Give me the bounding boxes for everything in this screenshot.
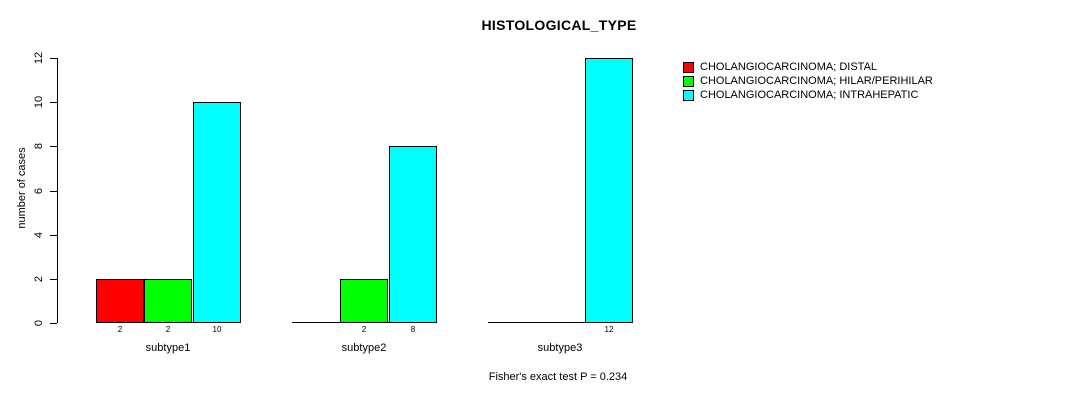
y-tick	[50, 146, 57, 147]
legend-item: CHOLANGIOCARCINOMA; HILAR/PERIHILAR	[683, 74, 933, 88]
bar	[585, 58, 633, 323]
y-tick-label: 8	[33, 142, 45, 150]
chart-title: HISTOLOGICAL_TYPE	[481, 17, 637, 33]
legend-item: CHOLANGIOCARCINOMA; DISTAL	[683, 60, 933, 74]
y-tick	[50, 235, 57, 236]
legend-swatch-icon	[683, 75, 694, 87]
x-category-label: subtype3	[537, 342, 583, 354]
group-baseline	[488, 322, 633, 323]
y-tick	[50, 323, 57, 324]
y-tick	[50, 191, 57, 192]
legend-label: CHOLANGIOCARCINOMA; HILAR/PERIHILAR	[700, 75, 933, 87]
y-tick-label: 10	[33, 95, 45, 109]
legend-label: CHOLANGIOCARCINOMA; INTRAHEPATIC	[700, 89, 919, 101]
x-category-label: subtype1	[145, 342, 191, 354]
y-tick-label: 0	[33, 319, 45, 327]
y-axis-label: number of cases	[16, 147, 28, 229]
legend-label: CHOLANGIOCARCINOMA; DISTAL	[700, 61, 878, 73]
y-axis-line	[57, 58, 58, 323]
legend-swatch-icon	[683, 61, 694, 73]
legend-swatch-icon	[683, 89, 694, 101]
bar-value-label: 2	[165, 325, 171, 334]
bar	[144, 279, 192, 323]
bar-value-label: 12	[604, 325, 614, 334]
footnote-fisher-test: Fisher's exact test P = 0.234	[488, 371, 628, 383]
bar-value-label: 2	[117, 325, 123, 334]
y-tick	[50, 102, 57, 103]
y-tick	[50, 58, 57, 59]
bar	[96, 279, 144, 323]
bar-value-label: 10	[212, 325, 222, 334]
bar	[193, 102, 241, 323]
y-tick-label: 4	[33, 231, 45, 239]
bar-value-label: 8	[410, 325, 416, 334]
x-category-label: subtype2	[341, 342, 387, 354]
y-tick-label: 6	[33, 187, 45, 195]
bar	[389, 146, 437, 323]
legend: CHOLANGIOCARCINOMA; DISTAL CHOLANGIOCARCI…	[683, 60, 933, 102]
bar	[340, 279, 388, 323]
y-tick-label: 2	[33, 275, 45, 283]
y-tick	[50, 279, 57, 280]
legend-item: CHOLANGIOCARCINOMA; INTRAHEPATIC	[683, 88, 933, 102]
bar-value-label: 2	[361, 325, 367, 334]
y-tick-label: 12	[33, 51, 45, 65]
